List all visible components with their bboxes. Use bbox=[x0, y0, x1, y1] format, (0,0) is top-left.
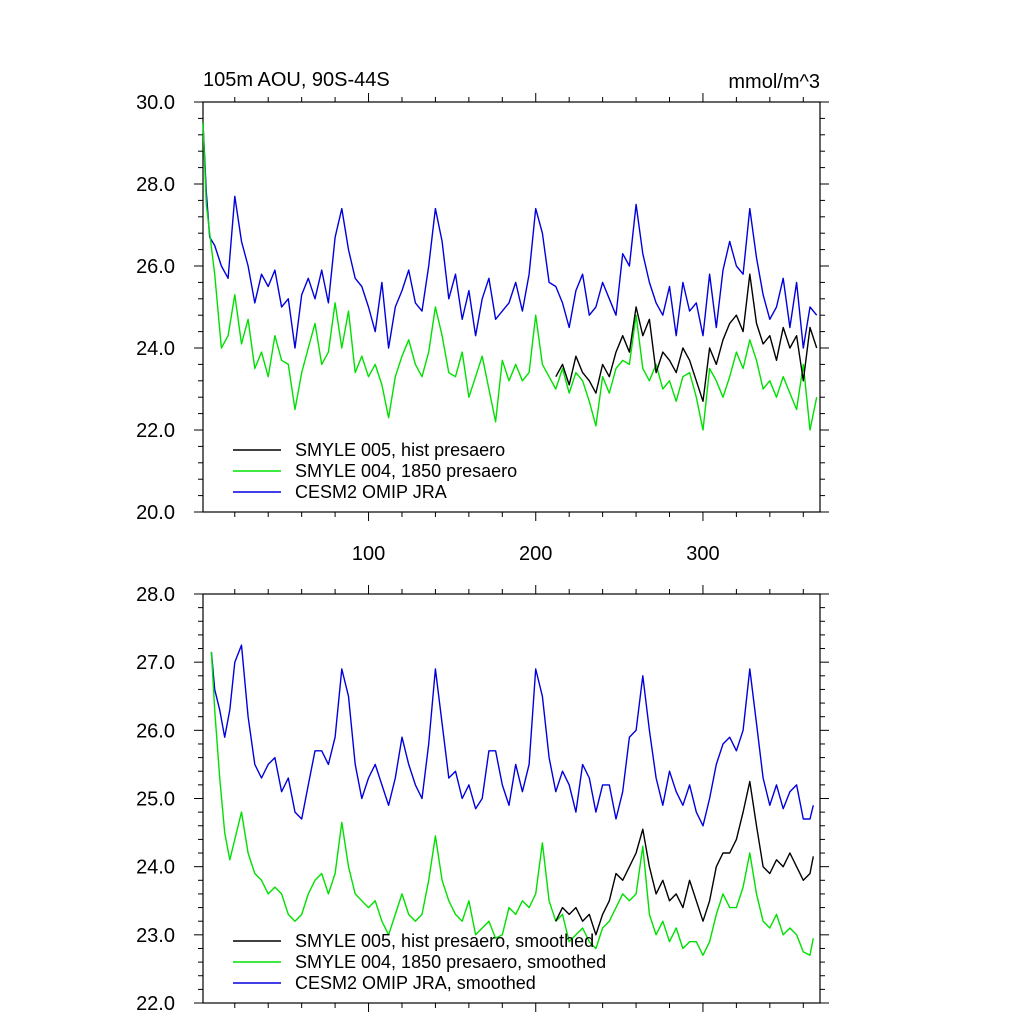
y-tick-label: 30.0 bbox=[136, 92, 175, 114]
legend-label: SMYLE 004, 1850 presaero, smoothed bbox=[295, 952, 606, 972]
plot-frame bbox=[202, 101, 821, 513]
x-tick-label: 300 bbox=[686, 543, 719, 565]
series-line-cesm2-omip-jra-smoothed bbox=[210, 644, 814, 827]
x-tick-label: 200 bbox=[519, 543, 552, 565]
legend-label: SMYLE 005, hist presaero bbox=[295, 440, 505, 460]
series-line-smyle-004-1850-presaero-smoothed bbox=[210, 651, 814, 956]
y-tick-label: 27.0 bbox=[136, 652, 175, 674]
y-tick-label: 22.0 bbox=[136, 993, 175, 1015]
series-line-cesm2-omip-jra bbox=[202, 122, 818, 349]
panel1-title-right: mmol/m^3 bbox=[728, 71, 820, 93]
y-tick-label: 28.0 bbox=[136, 174, 175, 196]
legend-label: CESM2 OMIP JRA, smoothed bbox=[295, 973, 536, 993]
y-tick-label: 23.0 bbox=[136, 925, 175, 947]
chart-panel-aou: 20.0 22.0 24.0 26.0 28.0 30.0 100 200 300 SMYLE 0… bbox=[136, 92, 829, 565]
series-line-smyle-005-hist-presaero-smoothed bbox=[555, 780, 814, 936]
legend-label: SMYLE 005, hist presaero, smoothed bbox=[295, 931, 594, 951]
panel1-title-left: 105m AOU, 90S-44S bbox=[203, 69, 390, 91]
y-tick-label: 28.0 bbox=[136, 584, 175, 606]
y-tick-label: 24.0 bbox=[136, 338, 175, 360]
x-tick-label: 100 bbox=[352, 543, 385, 565]
legend-label: CESM2 OMIP JRA bbox=[295, 482, 447, 502]
chart-panel-aou-smoothed: 22.0 23.0 24.0 25.0 26.0 27.0 28.0 SMYLE 005, h… bbox=[136, 584, 829, 1015]
y-tick-label: 24.0 bbox=[136, 857, 175, 879]
series-line-smyle-005-hist-presaero bbox=[555, 273, 818, 402]
y-tick-label: 26.0 bbox=[136, 256, 175, 278]
legend-label: SMYLE 004, 1850 presaero bbox=[295, 461, 517, 481]
y-tick-label: 25.0 bbox=[136, 789, 175, 811]
series-line-smyle-004-1850-presaero bbox=[202, 122, 818, 431]
y-tick-label: 26.0 bbox=[136, 720, 175, 742]
y-tick-label: 22.0 bbox=[136, 420, 175, 442]
y-tick-label: 20.0 bbox=[136, 502, 175, 524]
